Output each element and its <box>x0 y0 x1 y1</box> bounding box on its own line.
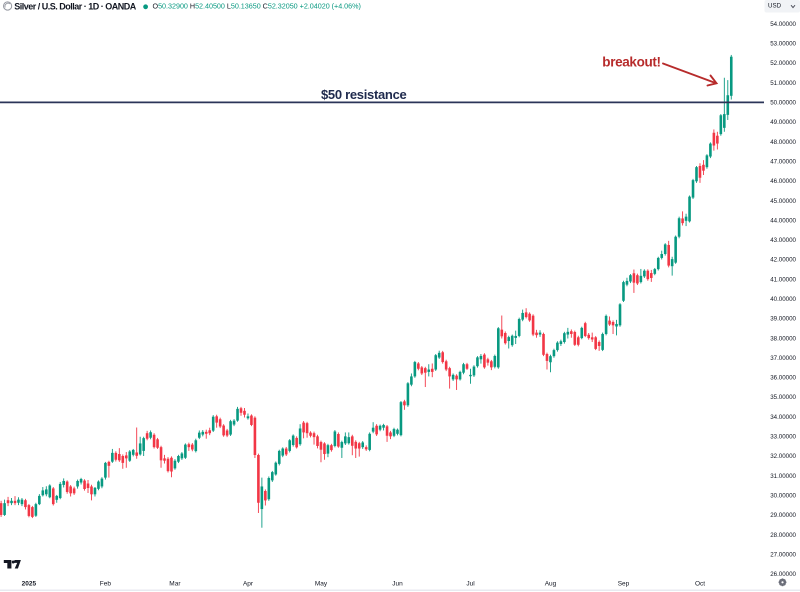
svg-text:52.00000: 52.00000 <box>770 60 796 67</box>
svg-text:31.00000: 31.00000 <box>770 473 796 480</box>
svg-text:Silver / U.S. Dollar · 1D · OA: Silver / U.S. Dollar · 1D · OANDA <box>14 1 137 11</box>
svg-text:Oct: Oct <box>695 580 705 587</box>
svg-text:54.00000: 54.00000 <box>770 21 796 28</box>
svg-text:46.00000: 46.00000 <box>770 178 796 185</box>
svg-text:Aug: Aug <box>545 580 557 587</box>
svg-text:28.00000: 28.00000 <box>770 532 796 539</box>
svg-text:32.00000: 32.00000 <box>770 453 796 460</box>
svg-text:29.00000: 29.00000 <box>770 512 796 519</box>
svg-text:Mar: Mar <box>169 580 181 587</box>
svg-text:O50.32900 H52.40500 L50.13650: O50.32900 H52.40500 L50.13650 C52.32050 … <box>153 1 361 10</box>
svg-text:26.00000: 26.00000 <box>770 571 796 578</box>
svg-text:47.00000: 47.00000 <box>770 158 796 165</box>
svg-text:2025: 2025 <box>22 580 37 587</box>
svg-text:43.00000: 43.00000 <box>770 237 796 244</box>
svg-text:35.00000: 35.00000 <box>770 394 796 401</box>
svg-text:41.00000: 41.00000 <box>770 276 796 283</box>
svg-text:40.00000: 40.00000 <box>770 296 796 303</box>
svg-text:42.00000: 42.00000 <box>770 257 796 264</box>
svg-text:48.00000: 48.00000 <box>770 139 796 146</box>
svg-text:Sep: Sep <box>618 580 630 587</box>
svg-text:39.00000: 39.00000 <box>770 316 796 323</box>
svg-text:34.00000: 34.00000 <box>770 414 796 421</box>
svg-text:50.00000: 50.00000 <box>770 100 796 107</box>
svg-text:44.00000: 44.00000 <box>770 217 796 224</box>
svg-text:Jul: Jul <box>466 580 475 587</box>
svg-text:Feb: Feb <box>100 580 112 587</box>
svg-text:USD: USD <box>768 3 782 10</box>
svg-text:37.00000: 37.00000 <box>770 355 796 362</box>
svg-text:36.00000: 36.00000 <box>770 375 796 382</box>
svg-text:$50 resistance: $50 resistance <box>321 87 406 102</box>
svg-text:30.00000: 30.00000 <box>770 493 796 500</box>
svg-text:49.00000: 49.00000 <box>770 119 796 126</box>
svg-text:breakout!: breakout! <box>602 55 660 70</box>
svg-text:45.00000: 45.00000 <box>770 198 796 205</box>
svg-text:38.00000: 38.00000 <box>770 335 796 342</box>
svg-text:Jun: Jun <box>392 580 403 587</box>
svg-text:33.00000: 33.00000 <box>770 434 796 441</box>
svg-text:Apr: Apr <box>243 580 254 587</box>
svg-text:May: May <box>315 580 328 587</box>
svg-text:51.00000: 51.00000 <box>770 80 796 87</box>
svg-text:27.00000: 27.00000 <box>770 552 796 559</box>
svg-text:53.00000: 53.00000 <box>770 41 796 48</box>
